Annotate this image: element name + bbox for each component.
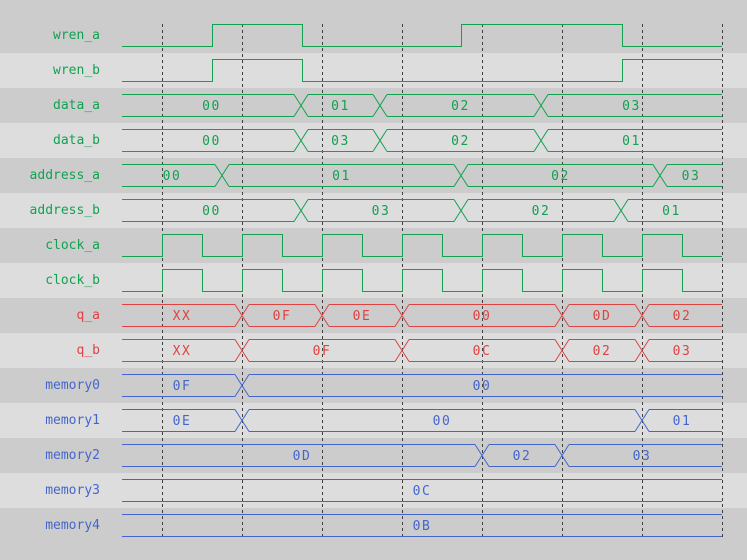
bus-value-label: 0F	[273, 309, 292, 324]
bus-value-label: 02	[513, 449, 532, 464]
bus-value-label: 02	[532, 204, 551, 219]
bus-value-label: 0D	[593, 309, 612, 324]
signal-name-clock_b[interactable]: clock_b	[45, 273, 100, 288]
bus-value-label: 01	[662, 204, 681, 219]
signal-row: memory4	[0, 508, 747, 543]
bus-value-label: 02	[593, 344, 612, 359]
bus-value-label: 01	[622, 134, 641, 149]
bus-value-label: 03	[673, 344, 692, 359]
bus-value-label: 0E	[353, 309, 372, 324]
bus-value-label: 03	[633, 449, 652, 464]
bus-value-label: 03	[682, 169, 701, 184]
signal-row: q_b	[0, 333, 747, 368]
signal-name-wren_b[interactable]: wren_b	[53, 63, 100, 78]
bus-value-label: 03	[331, 134, 350, 149]
signal-name-address_b[interactable]: address_b	[29, 203, 100, 218]
data_a-waveform	[122, 94, 722, 117]
signal-row: clock_a	[0, 228, 747, 263]
signal-row: memory2	[0, 438, 747, 473]
signal-row: q_a	[0, 298, 747, 333]
memory3-waveform	[122, 479, 722, 502]
signal-name-memory1[interactable]: memory1	[45, 413, 100, 428]
signal-name-memory4[interactable]: memory4	[45, 518, 100, 533]
bus-value-label: 01	[331, 99, 350, 114]
bus-value-label: 03	[622, 99, 641, 114]
signal-row: data_b	[0, 123, 747, 158]
signal-row: clock_b	[0, 263, 747, 298]
signal-name-address_a[interactable]: address_a	[29, 168, 100, 183]
bus-value-label: 00	[163, 169, 182, 184]
bus-value-label: 0D	[293, 449, 312, 464]
q_a-waveform	[122, 304, 722, 327]
bus-value-label: 0B	[413, 519, 432, 534]
signal-row: memory1	[0, 403, 747, 438]
bus-value-label: 00	[433, 414, 452, 429]
signal-name-clock_a[interactable]: clock_a	[45, 238, 100, 253]
clock_a-waveform	[122, 234, 722, 257]
bus-value-label: 02	[673, 309, 692, 324]
bus-value-label: 02	[551, 169, 570, 184]
signal-row: data_a	[0, 88, 747, 123]
bus-value-label: 02	[451, 134, 470, 149]
bus-value-label: 0E	[173, 414, 192, 429]
signal-name-wren_a[interactable]: wren_a	[53, 28, 100, 43]
signal-name-q_a[interactable]: q_a	[76, 308, 100, 323]
data_b-waveform	[122, 129, 722, 152]
signal-row: address_a	[0, 158, 747, 193]
bus-value-label: 01	[332, 169, 351, 184]
bus-value-label: 0F	[313, 344, 332, 359]
bus-value-label: XX	[173, 344, 192, 359]
bus-value-label: 0F	[173, 379, 192, 394]
bus-value-label: 01	[673, 414, 692, 429]
signal-row: address_b	[0, 193, 747, 228]
bus-value-label: 00	[473, 379, 492, 394]
memory1-waveform	[122, 409, 722, 432]
memory0-waveform	[122, 374, 722, 397]
signal-row: memory3	[0, 473, 747, 508]
memory2-waveform	[122, 444, 722, 467]
bus-value-label: 00	[202, 134, 221, 149]
wren_b-waveform	[122, 59, 722, 82]
wren_a-waveform	[122, 24, 722, 47]
address_a-waveform	[122, 164, 722, 187]
signal-name-q_b[interactable]: q_b	[76, 343, 100, 358]
signal-name-data_a[interactable]: data_a	[53, 98, 100, 113]
address_b-waveform	[122, 199, 722, 222]
bus-value-label: 00	[473, 309, 492, 324]
bus-value-label: XX	[173, 309, 192, 324]
signal-row: memory0	[0, 368, 747, 403]
signal-name-memory0[interactable]: memory0	[45, 378, 100, 393]
bus-value-label: 00	[202, 99, 221, 114]
signal-name-data_b[interactable]: data_b	[53, 133, 100, 148]
memory4-waveform	[122, 514, 722, 537]
signal-name-memory2[interactable]: memory2	[45, 448, 100, 463]
bus-value-label: 03	[372, 204, 391, 219]
signal-name-memory3[interactable]: memory3	[45, 483, 100, 498]
clock_b-waveform	[122, 269, 722, 292]
bus-value-label: 00	[202, 204, 221, 219]
bus-value-label: 0C	[413, 484, 432, 499]
bus-value-label: 02	[451, 99, 470, 114]
q_b-waveform	[122, 339, 722, 362]
bus-value-label: 0C	[473, 344, 492, 359]
